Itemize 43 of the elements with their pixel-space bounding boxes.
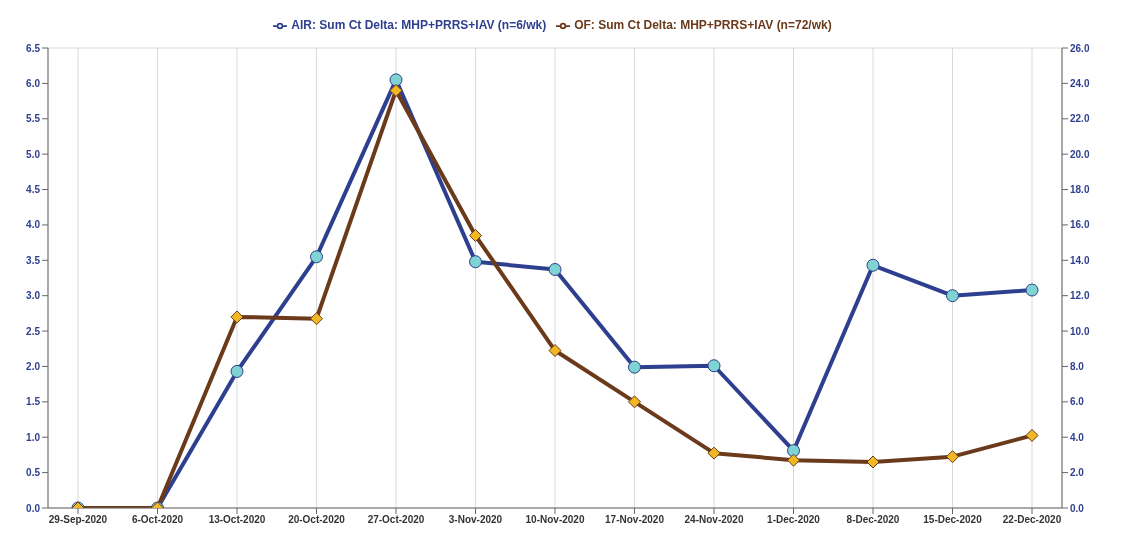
y2-tick-label: 4.0 [1070, 431, 1085, 443]
y2-tick-label: 8.0 [1070, 361, 1085, 373]
y2-tick-label: 18.0 [1070, 184, 1090, 196]
x-tick-label: 10-Nov-2020 [525, 514, 585, 526]
y-tick-label: 2.0 [26, 361, 41, 373]
y2-tick-label: 22.0 [1070, 113, 1090, 125]
x-tick-label: 17-Nov-2020 [605, 514, 665, 526]
y-tick-label: 2.5 [26, 325, 41, 337]
y2-tick-label: 0.0 [1070, 502, 1085, 514]
y2-tick-label: 24.0 [1070, 77, 1090, 89]
x-tick-label: 27-Oct-2020 [367, 514, 425, 526]
x-tick-label: 6-Oct-2020 [131, 514, 184, 526]
x-tick-label: 20-Oct-2020 [288, 514, 346, 526]
y-tick-label: 3.0 [26, 290, 41, 302]
y2-tick-label: 2.0 [1070, 467, 1085, 479]
y2-tick-label: 26.0 [1070, 42, 1090, 54]
y2-tick-label: 20.0 [1070, 148, 1090, 160]
y-tick-label: 6.0 [26, 77, 41, 89]
x-tick-label: 3-Nov-2020 [448, 514, 503, 526]
x-tick-label: 13-Oct-2020 [208, 514, 266, 526]
y2-tick-label: 12.0 [1070, 290, 1090, 302]
y-tick-label: 1.0 [26, 431, 41, 443]
x-tick-label: 29-Sep-2020 [48, 514, 108, 526]
x-tick-label: 1-Dec-2020 [767, 514, 821, 526]
y-tick-label: 3.5 [26, 254, 41, 266]
x-tick-label: 22-Dec-2020 [1002, 514, 1062, 526]
y2-tick-label: 10.0 [1070, 325, 1090, 337]
y-tick-label: 0.5 [26, 467, 41, 479]
y-tick-label: 6.5 [26, 42, 41, 54]
y2-tick-label: 14.0 [1070, 254, 1090, 266]
y-tick-label: 1.5 [26, 396, 41, 408]
y-tick-label: 4.5 [26, 184, 41, 196]
x-tick-label: 24-Nov-2020 [684, 514, 744, 526]
y2-tick-label: 16.0 [1070, 219, 1090, 231]
legend-label: OF: Sum Ct Delta: MHP+PRRS+IAV (n=72/wk) [574, 18, 832, 32]
x-tick-label: 8-Dec-2020 [846, 514, 900, 526]
y2-tick-label: 6.0 [1070, 396, 1085, 408]
y-tick-label: 4.0 [26, 219, 41, 231]
x-tick-label: 15-Dec-2020 [923, 514, 983, 526]
y-tick-label: 5.0 [26, 148, 41, 160]
y-tick-label: 0.0 [26, 502, 41, 514]
legend-label: AIR: Sum Ct Delta: MHP+PRRS+IAV (n=6/wk) [291, 18, 547, 32]
y-tick-label: 5.5 [26, 113, 41, 125]
